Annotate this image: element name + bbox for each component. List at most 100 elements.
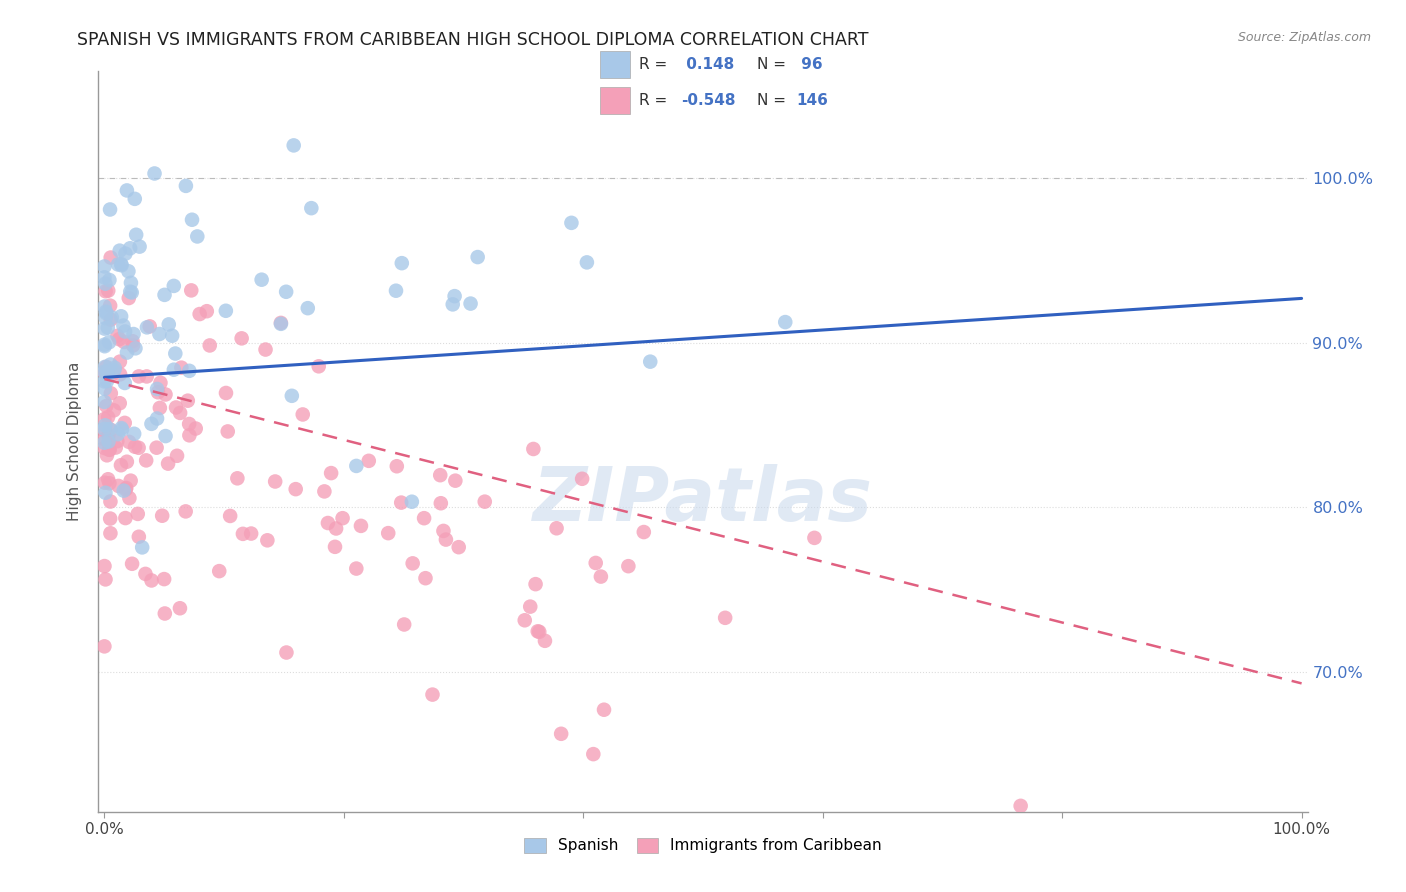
Point [96, 399, 118, 413]
Point [217, 425, 239, 439]
Point [443, 289, 465, 303]
Point [97, 410, 120, 425]
Point [93, 422, 115, 436]
Point [165, 401, 187, 415]
Text: 96: 96 [796, 57, 823, 72]
Point [134, 566, 156, 581]
Point [389, 495, 412, 509]
Point [157, 318, 180, 332]
Point [121, 334, 143, 349]
Point [94, 475, 117, 490]
Point [105, 434, 128, 449]
Point [163, 279, 186, 293]
Point [181, 212, 204, 227]
Point [186, 229, 208, 244]
Point [316, 516, 339, 530]
Point [96, 367, 118, 381]
Point [112, 483, 135, 498]
Point [177, 393, 200, 408]
Point [108, 396, 131, 410]
Point [94, 277, 117, 291]
Point [114, 416, 136, 430]
Point [560, 216, 582, 230]
Point [100, 312, 122, 326]
Point [585, 556, 607, 570]
Point [281, 389, 304, 403]
Point [115, 481, 138, 495]
Point [256, 533, 278, 548]
Point [219, 508, 242, 523]
Point [385, 284, 408, 298]
Point [146, 382, 169, 396]
Text: R =: R = [638, 93, 672, 108]
Point [94, 573, 117, 587]
Point [803, 531, 825, 545]
Point [128, 441, 150, 455]
Point [179, 417, 201, 431]
Point [240, 526, 263, 541]
Point [128, 239, 150, 253]
Point [135, 453, 157, 467]
Point [350, 519, 373, 533]
Text: N =: N = [756, 93, 790, 108]
Point [323, 540, 346, 554]
Point [226, 471, 249, 485]
Point [107, 427, 129, 442]
Point [104, 360, 127, 375]
Point [124, 440, 146, 454]
Point [108, 332, 131, 346]
Point [157, 457, 180, 471]
Point [93, 366, 115, 380]
Point [344, 561, 367, 575]
Point [110, 258, 132, 272]
Point [633, 524, 655, 539]
Point [153, 607, 176, 621]
Point [110, 257, 132, 271]
Point [112, 318, 135, 333]
Point [434, 533, 457, 547]
Point [270, 316, 292, 330]
Point [467, 250, 489, 264]
Point [96, 374, 118, 388]
Point [441, 297, 464, 311]
Bar [599, 87, 630, 114]
Point [93, 432, 115, 446]
Point [115, 455, 138, 469]
Point [513, 613, 536, 627]
Point [215, 303, 238, 318]
Point [114, 483, 136, 497]
Point [98, 442, 121, 457]
Point [276, 285, 298, 299]
Point [153, 288, 176, 302]
Point [97, 284, 120, 298]
Point [284, 482, 307, 496]
Point [100, 358, 122, 372]
Point [100, 526, 122, 541]
Point [120, 474, 142, 488]
Point [571, 472, 593, 486]
Point [415, 571, 437, 585]
Point [97, 472, 120, 486]
Point [166, 449, 188, 463]
Point [149, 376, 172, 390]
Point [231, 331, 253, 345]
Point [519, 599, 541, 614]
Point [128, 530, 150, 544]
Point [314, 484, 336, 499]
Point [160, 328, 183, 343]
Point [391, 256, 413, 270]
Point [447, 540, 470, 554]
Point [308, 359, 330, 374]
Point [170, 360, 193, 375]
Point [120, 276, 142, 290]
Point [546, 521, 568, 535]
Point [135, 320, 157, 334]
Point [179, 428, 201, 442]
Text: 0.148: 0.148 [682, 57, 734, 72]
Point [107, 479, 129, 493]
Point [460, 296, 482, 310]
Point [101, 365, 124, 379]
Text: N =: N = [756, 57, 790, 72]
Point [93, 365, 115, 379]
Point [1010, 798, 1032, 813]
